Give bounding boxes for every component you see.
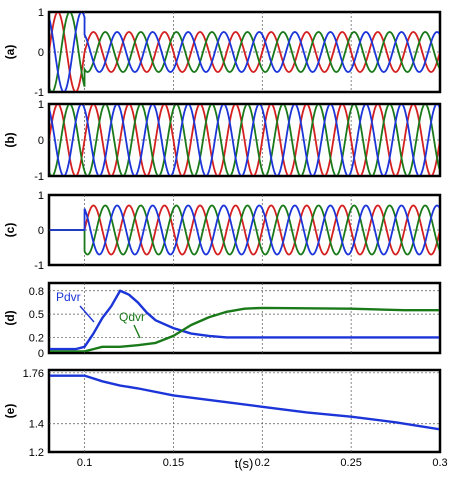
y-tick-label: -1 xyxy=(34,171,44,183)
y-tick-label: 1.2 xyxy=(29,447,44,459)
series-line-phase-3 xyxy=(50,13,439,91)
series-line-phase-2 xyxy=(50,13,439,91)
panel-a: -1 0 1 (a) xyxy=(3,7,442,99)
plot-area xyxy=(50,105,439,175)
plot-area xyxy=(50,204,439,256)
x-tick-label: 0.3 xyxy=(432,457,447,469)
panel-d: 0 0.2 0.5 0.8 (d) Pdvr Qdvr xyxy=(3,281,442,360)
panel-label: (b) xyxy=(3,132,17,147)
plot-frame xyxy=(47,281,442,355)
x-tick-label: 0.1 xyxy=(77,457,92,469)
panel-label: (a) xyxy=(3,45,17,60)
y-tick-label: 0 xyxy=(38,135,44,147)
series-line-phase-1 xyxy=(50,204,439,256)
series-line-phase-1 xyxy=(50,13,439,91)
y-tick-label: 1 xyxy=(38,99,44,111)
panel-label: (e) xyxy=(3,404,17,419)
panel-label: (d) xyxy=(3,310,17,325)
panel-c: -1 0 1 (c) xyxy=(3,190,442,272)
y-tick-label: 0.2 xyxy=(29,332,44,344)
series-line-phase-2 xyxy=(50,204,439,256)
x-tick-label: 0.25 xyxy=(340,457,361,469)
y-tick-label: -1 xyxy=(34,260,44,272)
x-axis-label: t(s) xyxy=(235,456,254,471)
series-line-qdvr xyxy=(50,306,439,352)
series-line-phase-3 xyxy=(50,105,439,175)
annotation-pdvr: Pdvr xyxy=(56,290,81,304)
x-tick-label: 0.15 xyxy=(163,457,184,469)
y-tick-label: 0.8 xyxy=(29,286,44,298)
panel-e: 1.2 1.4 1.76 (e) 0.1 0.15 0.2 0.25 0.3 t(s) xyxy=(3,368,448,471)
series-line-phase-1 xyxy=(50,105,439,175)
plot-area xyxy=(50,289,439,352)
y-tick-label: -1 xyxy=(34,87,44,99)
panel-label: (c) xyxy=(3,223,17,238)
x-tick-label: 0.2 xyxy=(255,457,270,469)
y-tick-label: 1 xyxy=(38,190,44,202)
panel-b: -1 0 1 (b) xyxy=(3,99,442,183)
annotation-arrow-pdvr xyxy=(79,305,95,323)
y-tick-label: 0 xyxy=(38,348,44,360)
y-tick-label: 1.4 xyxy=(29,419,44,431)
y-tick-label: 1.76 xyxy=(23,368,44,380)
y-tick-label: 0.5 xyxy=(29,309,44,321)
series-line-phase-3 xyxy=(50,204,439,256)
series-line-pdvr xyxy=(50,289,439,351)
plot-area xyxy=(50,374,439,431)
y-tick-label: 1 xyxy=(38,7,44,19)
series-line-voltage xyxy=(50,374,439,431)
plot-area xyxy=(50,13,439,91)
y-tick-label: 0 xyxy=(38,47,44,59)
series-line-phase-2 xyxy=(50,105,439,175)
y-tick-label: 0 xyxy=(38,225,44,237)
annotation-qdvr: Qdvr xyxy=(119,310,145,324)
annotation-arrow-qdvr xyxy=(133,324,141,339)
